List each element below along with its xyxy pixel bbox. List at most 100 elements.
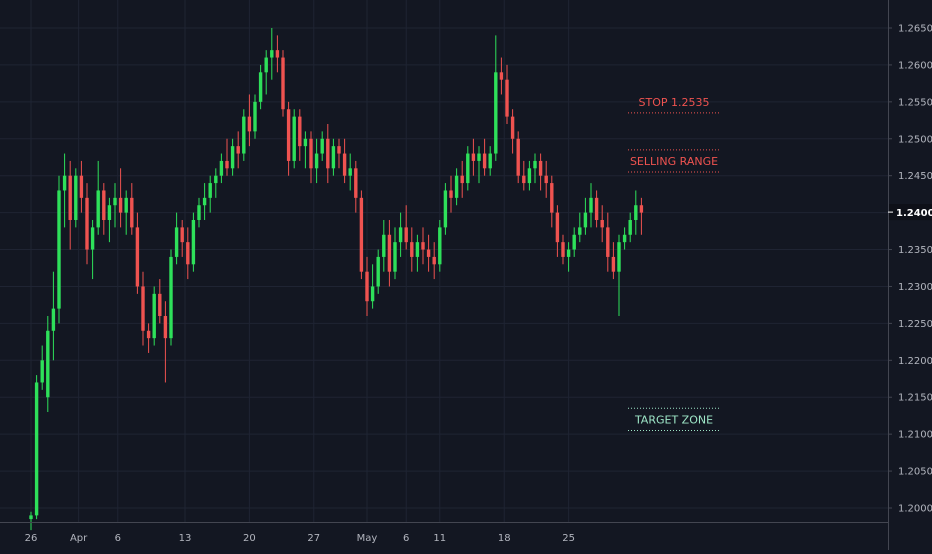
candle-body [309, 138, 313, 169]
annotation-target-zone: TARGET ZONE [628, 407, 720, 431]
candle-bullish [617, 234, 621, 316]
candle-body [421, 242, 425, 250]
candle-body [477, 153, 481, 161]
candle-bearish [505, 64, 509, 124]
candle-body [522, 175, 526, 184]
candle-body [68, 175, 72, 220]
price-tick-label: 1.23500 [898, 245, 932, 256]
time-tick-label: 20 [243, 533, 256, 544]
candle-bearish [510, 109, 515, 154]
candle-bearish [337, 138, 341, 169]
candle-body [90, 227, 95, 250]
candle-bearish [309, 131, 313, 184]
candle-bullish [113, 183, 117, 228]
candle-bullish [169, 249, 173, 346]
candle-body [197, 205, 201, 220]
candle-bearish [421, 227, 425, 265]
candle-bullish [393, 227, 397, 280]
candle-bearish [561, 234, 565, 265]
candle-body [460, 175, 464, 184]
candle-body [561, 242, 565, 257]
candle-body [611, 256, 616, 272]
candle-bullish [382, 220, 386, 272]
candle-body [314, 153, 319, 169]
candle-bullish [202, 183, 207, 220]
candle-body [191, 220, 196, 265]
candle-bearish [550, 175, 554, 228]
candle-body [499, 72, 504, 80]
candle-body [107, 205, 112, 220]
candle-body [286, 109, 291, 161]
time-tick-label: 26 [25, 533, 38, 544]
candle-bullish [29, 511, 33, 531]
candle-body [443, 190, 448, 228]
annotations-layer: STOP 1.2535 SELLING RANGE TARGET ZONE [628, 96, 720, 431]
candle-bearish [426, 234, 431, 272]
candle-bearish [102, 183, 106, 235]
price-tick-label: 1.20500 [898, 467, 932, 478]
candle-body [533, 160, 537, 169]
candle-body [426, 249, 431, 257]
price-tick-label: 1.26500 [898, 24, 932, 35]
candle-body [152, 293, 156, 339]
candle-bullish [578, 212, 582, 243]
current-price-label: 1.24007 [888, 204, 932, 221]
candle-body [527, 168, 532, 184]
candle-bullish [124, 190, 128, 235]
annotation-selling-range: SELLING RANGE [628, 149, 720, 173]
candle-bearish [606, 212, 610, 272]
candle-bullish [376, 249, 380, 294]
candle-bearish [79, 160, 84, 213]
candle-bullish [533, 153, 537, 184]
price-tick-label: 1.26000 [898, 60, 932, 71]
candle-bearish [611, 242, 616, 280]
price-tick-label: 1.20000 [898, 504, 932, 515]
candle-bearish [141, 271, 145, 346]
candle-body [242, 116, 246, 154]
candle-body [281, 57, 285, 110]
annotation-stop-1-2535: STOP 1.2535 [628, 96, 720, 114]
candle-bullish [62, 153, 67, 228]
candle-bearish [68, 160, 72, 250]
candle-body [219, 160, 224, 176]
candle-body [566, 249, 571, 257]
candle-bullish [219, 153, 224, 184]
candle-bearish [135, 212, 140, 294]
candle-bullish [566, 242, 571, 272]
candle-bullish [438, 220, 442, 272]
candle-bullish [51, 271, 56, 361]
candle-body [225, 160, 229, 169]
candle-body [359, 197, 364, 272]
candles-layer [29, 28, 644, 531]
candle-bearish [555, 205, 560, 257]
candle-body [578, 227, 582, 235]
candle-bullish [230, 138, 235, 176]
candle-bullish [46, 316, 50, 412]
candle-body [471, 153, 476, 161]
candle-body [40, 360, 44, 383]
candle-body [202, 197, 207, 206]
candle-bearish [471, 138, 476, 176]
candle-bullish [34, 375, 39, 520]
candle-bearish [460, 160, 464, 198]
candle-bullish [292, 109, 296, 169]
candle-bullish [90, 220, 95, 280]
candle-body [387, 234, 392, 272]
candle-body [538, 160, 543, 176]
candle-body [415, 242, 420, 257]
price-tick-label: 1.22500 [898, 319, 932, 330]
candle-body [466, 153, 470, 184]
candle-bullish [107, 197, 112, 243]
candle-body [174, 227, 179, 257]
candle-body [634, 205, 638, 220]
candle-bullish [320, 131, 324, 161]
candle-bullish [331, 138, 336, 176]
candle-bearish [281, 50, 285, 117]
candle-body [214, 175, 218, 184]
candle-body [544, 175, 548, 184]
candle-body [365, 271, 369, 302]
candle-body [141, 286, 145, 331]
candle-body [124, 197, 128, 213]
